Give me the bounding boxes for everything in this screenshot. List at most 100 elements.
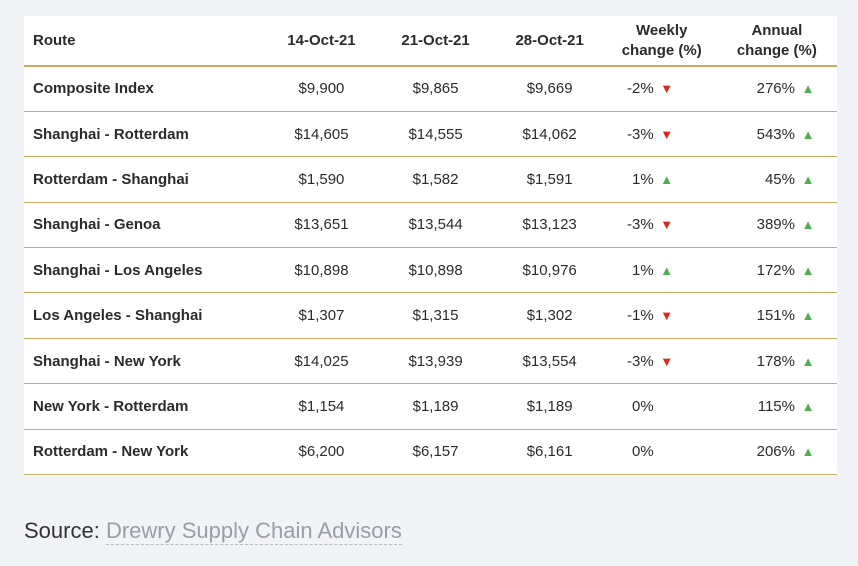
annual-change-cell: 276% ▲	[716, 66, 837, 112]
table-row: Rotterdam - New York $6,200 $6,157 $6,161 0%…	[24, 429, 837, 476]
weekly-change-value: 1%	[632, 261, 654, 279]
annual-change-cell: 389% ▲	[716, 202, 837, 249]
table-row: Shanghai - Genoa $13,651 $13,544 $13,123 -3%…	[24, 202, 837, 249]
weekly-change-cell: -2% ▼	[606, 66, 717, 112]
header-date-2: 21-Oct-21	[378, 16, 493, 67]
rate-date-1: $1,590	[264, 156, 379, 203]
header-route: Route	[24, 16, 265, 67]
rate-date-3: $9,669	[492, 66, 607, 112]
header-weekly-line1: Weekly	[635, 21, 688, 39]
rate-date-3: $1,302	[492, 292, 607, 339]
rate-date-2: $13,939	[378, 338, 493, 385]
weekly-change-cell: 1% ▲	[606, 156, 717, 203]
route-name: Rotterdam - Shanghai	[24, 156, 265, 203]
source-note: Source: Drewry Supply Chain Advisors	[24, 518, 402, 545]
rate-date-1: $6,200	[264, 429, 379, 476]
header-date-1: 14-Oct-21	[264, 16, 379, 67]
rate-date-3: $6,161	[492, 429, 607, 476]
table-row: New York - Rotterdam $1,154 $1,189 $1,189 0%…	[24, 383, 837, 430]
triangle-up-icon: ▲	[801, 444, 815, 460]
header-annual-line1: Annual	[751, 21, 803, 39]
annual-change-value: 276%	[756, 80, 795, 98]
weekly-change-value: -2%	[627, 80, 654, 98]
rate-date-1: $1,154	[264, 383, 379, 430]
weekly-change-cell: -3% ▼	[606, 111, 717, 158]
triangle-up-icon: ▲	[801, 217, 815, 233]
annual-change-cell: 206% ▲	[716, 429, 837, 476]
route-name: Shanghai - Genoa	[24, 202, 265, 249]
annual-change-value: 115%	[757, 397, 795, 415]
triangle-up-icon: ▲	[660, 262, 674, 278]
annual-change-value: 206%	[756, 443, 795, 461]
route-name: Shanghai - Los Angeles	[24, 247, 265, 294]
annual-change-cell: 178% ▲	[716, 338, 837, 385]
triangle-down-icon: ▼	[660, 217, 674, 233]
header-annual-line2: change (%)	[736, 41, 817, 59]
weekly-change-cell: -1% ▼	[606, 292, 717, 339]
weekly-change-cell: 1% ▲	[606, 247, 717, 294]
rate-date-2: $6,157	[378, 429, 493, 476]
rate-date-2: $1,582	[378, 156, 493, 203]
rate-date-2: $14,555	[378, 111, 493, 158]
route-name: Composite Index	[24, 66, 265, 112]
rate-date-1: $1,307	[264, 292, 379, 339]
weekly-change-cell: -3% ▼	[606, 338, 717, 385]
annual-change-cell: 543% ▲	[716, 111, 837, 158]
route-name: New York - Rotterdam	[24, 383, 265, 430]
weekly-change-value: 0%	[632, 443, 654, 461]
source-link[interactable]: Drewry Supply Chain Advisors	[105, 518, 402, 545]
triangle-down-icon: ▼	[660, 353, 674, 369]
rate-date-1: $9,900	[264, 66, 379, 112]
weekly-change-cell: 0%▲	[606, 383, 717, 430]
rate-date-3: $13,554	[492, 338, 607, 385]
route-name: Rotterdam - New York	[24, 429, 265, 476]
header-weekly-change: Weekly change (%)	[606, 16, 717, 67]
annual-change-value: 172%	[756, 261, 795, 279]
triangle-down-icon: ▼	[660, 126, 674, 142]
route-name: Shanghai - Rotterdam	[24, 111, 265, 158]
table-header-row: Route 14-Oct-21 21-Oct-21 28-Oct-21 Week…	[24, 16, 837, 67]
rate-date-2: $10,898	[378, 247, 493, 294]
table-row: Shanghai - Rotterdam $14,605 $14,555 $14,06…	[24, 111, 837, 158]
table-row: Shanghai - Los Angeles $10,898 $10,898 $10,…	[24, 247, 837, 294]
rate-date-1: $10,898	[264, 247, 379, 294]
triangle-up-icon: ▲	[801, 308, 815, 324]
weekly-change-value: -3%	[627, 125, 654, 143]
table-row: Shanghai - New York $14,025 $13,939 $13,554…	[24, 338, 837, 385]
weekly-change-value: 0%	[632, 397, 654, 415]
rate-date-3: $1,591	[492, 156, 607, 203]
rates-table-card: Route 14-Oct-21 21-Oct-21 28-Oct-21 Week…	[24, 16, 837, 476]
weekly-change-cell: 0%▲	[606, 429, 717, 476]
triangle-down-icon: ▼	[660, 81, 674, 97]
rate-date-3: $14,062	[492, 111, 607, 158]
table-row: Rotterdam - Shanghai $1,590 $1,582 $1,591 1%…	[24, 156, 837, 203]
route-name: Shanghai - New York	[24, 338, 265, 385]
weekly-change-value: -1%	[627, 307, 654, 325]
rate-date-1: $14,605	[264, 111, 379, 158]
annual-change-cell: 172% ▲	[716, 247, 837, 294]
triangle-up-icon: ▲	[801, 171, 815, 187]
annual-change-value: 151%	[756, 307, 795, 325]
route-name: Los Angeles - Shanghai	[24, 292, 265, 339]
triangle-up-icon: ▲	[801, 81, 815, 97]
triangle-down-icon: ▼	[660, 308, 674, 324]
triangle-up-icon: ▲	[801, 262, 815, 278]
triangle-up-icon: ▲	[801, 353, 815, 369]
annual-change-value: 543%	[756, 125, 795, 143]
rate-date-1: $14,025	[264, 338, 379, 385]
header-annual-change: Annual change (%)	[716, 16, 837, 67]
rate-date-2: $13,544	[378, 202, 493, 249]
weekly-change-cell: -3% ▼	[606, 202, 717, 249]
weekly-change-value: -3%	[627, 216, 654, 234]
triangle-up-icon: ▲	[660, 171, 674, 187]
triangle-up-icon: ▲	[801, 398, 815, 414]
rate-date-3: $10,976	[492, 247, 607, 294]
rate-date-1: $13,651	[264, 202, 379, 249]
table-row: Los Angeles - Shanghai $1,307 $1,315 $1,302…	[24, 292, 837, 339]
rate-date-3: $13,123	[492, 202, 607, 249]
weekly-change-value: 1%	[632, 170, 654, 188]
rate-date-2: $9,865	[378, 66, 493, 112]
rate-date-2: $1,315	[378, 292, 493, 339]
annual-change-cell: 45% ▲	[716, 156, 837, 203]
annual-change-cell: 151% ▲	[716, 292, 837, 339]
